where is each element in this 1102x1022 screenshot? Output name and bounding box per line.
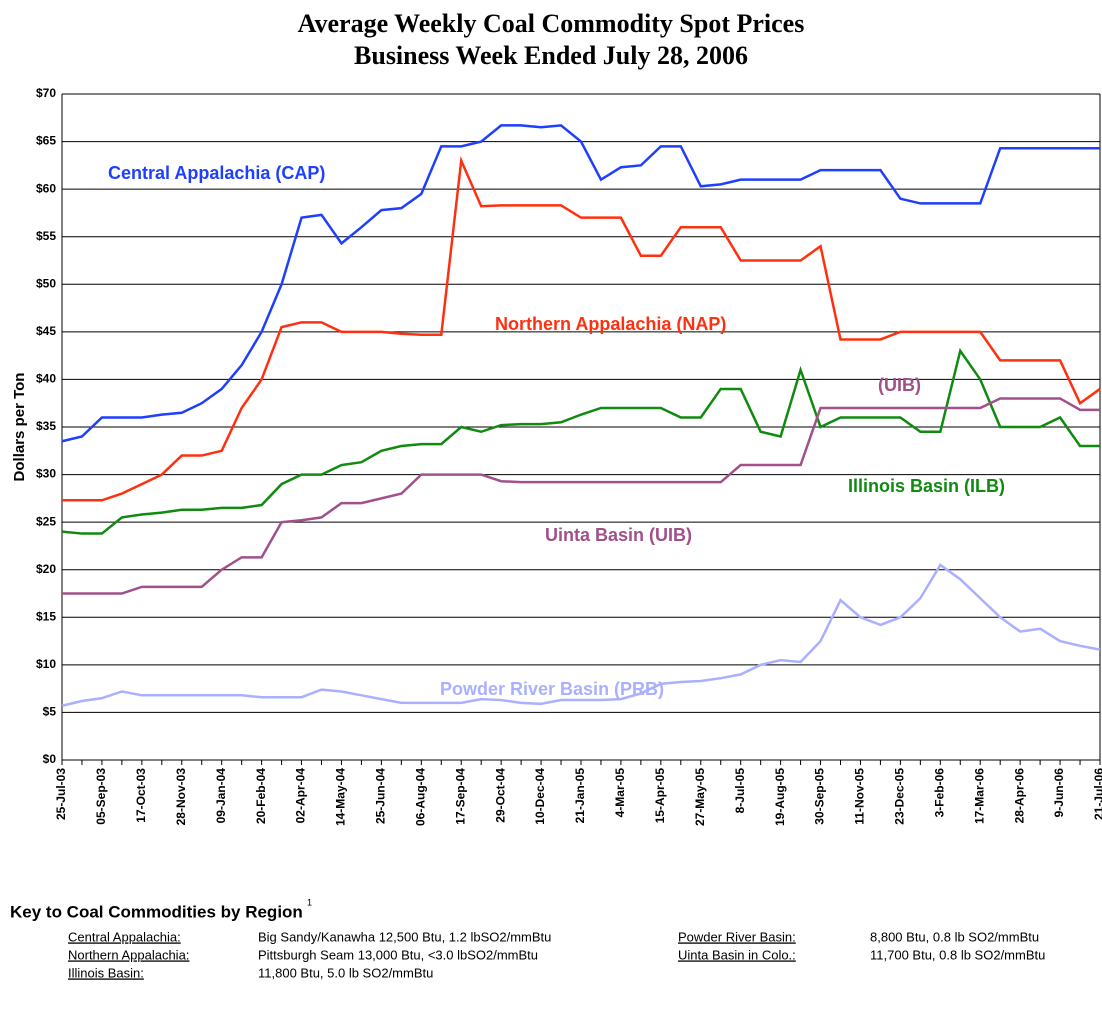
y-tick-label: $60 xyxy=(36,181,56,195)
series-label: Illinois Basin (ILB) xyxy=(848,476,1005,496)
series-line xyxy=(61,347,1100,535)
series-label: Uinta Basin (UIB) xyxy=(545,525,692,545)
y-tick-label: $65 xyxy=(36,134,56,148)
y-tick-label: $55 xyxy=(36,229,56,243)
x-tick-label: 02-Apr-04 xyxy=(294,768,308,824)
series-label: Northern Appalachia (NAP) xyxy=(495,314,726,334)
x-tick-label: 8-Jul-05 xyxy=(733,768,747,814)
x-tick-label: 05-Sep-03 xyxy=(94,768,108,825)
x-tick-label: 06-Aug-04 xyxy=(413,768,427,826)
key-region: Central Appalachia: xyxy=(68,929,181,944)
key-region: Northern Appalachia: xyxy=(68,947,189,962)
x-tick-label: 17-Mar-06 xyxy=(972,768,986,824)
x-tick-label: 11-Nov-05 xyxy=(853,768,867,825)
x-tick-label: 29-Oct-04 xyxy=(493,768,507,823)
y-tick-label: $15 xyxy=(36,609,56,623)
y-axis-label: Dollars per Ton xyxy=(11,373,28,482)
y-tick-label: $35 xyxy=(36,419,56,433)
x-tick-label: 30-Sep-05 xyxy=(813,768,827,825)
x-tick-label: 21-Jul-06 xyxy=(1092,768,1102,820)
series-line xyxy=(61,124,1100,443)
key-region: Illinois Basin: xyxy=(68,965,144,980)
y-tick-label: $0 xyxy=(43,752,57,766)
y-tick-label: $25 xyxy=(36,514,56,528)
series-line xyxy=(62,397,1100,595)
y-tick-label: $5 xyxy=(43,705,57,719)
x-tick-label: 17-Sep-04 xyxy=(453,768,467,825)
y-tick-label: $70 xyxy=(36,86,56,100)
x-tick-label: 10-Dec-04 xyxy=(533,768,547,825)
key-region: Uinta Basin in Colo.: xyxy=(678,947,796,962)
key-spec: Big Sandy/Kanawha 12,500 Btu, 1.2 lbSO2/… xyxy=(258,929,551,944)
x-tick-label: 4-Mar-05 xyxy=(613,768,627,818)
x-tick-label: 27-May-05 xyxy=(693,768,707,826)
chart-title: Average Weekly Coal Commodity Spot Price… xyxy=(298,9,805,38)
y-tick-label: $30 xyxy=(36,467,56,481)
x-tick-label: 3-Feb-06 xyxy=(932,768,946,818)
key-region: Powder River Basin: xyxy=(678,929,796,944)
x-tick-label: 23-Dec-05 xyxy=(893,768,907,825)
x-tick-label: 17-Oct-03 xyxy=(134,768,148,823)
x-tick-label: 21-Jan-05 xyxy=(573,768,587,824)
key-spec: Pittsburgh Seam 13,000 Btu, <3.0 lbSO2/m… xyxy=(258,947,538,962)
x-tick-label: 9-Jun-06 xyxy=(1052,768,1066,818)
annotation: (UIB) xyxy=(878,375,921,395)
series-label: Powder River Basin (PRB) xyxy=(440,679,664,699)
x-tick-label: 20-Feb-04 xyxy=(254,768,268,824)
y-tick-label: $45 xyxy=(36,324,56,338)
x-tick-label: 25-Jul-03 xyxy=(54,768,68,820)
y-tick-label: $40 xyxy=(36,372,56,386)
footnote-marker: 1 xyxy=(307,897,312,907)
y-tick-label: $10 xyxy=(36,657,56,671)
chart-subtitle: Business Week Ended July 28, 2006 xyxy=(354,41,748,70)
x-tick-label: 15-Apr-05 xyxy=(653,768,667,824)
series-line xyxy=(62,155,1101,502)
key-spec: 8,800 Btu, 0.8 lb SO2/mmBtu xyxy=(870,929,1039,944)
x-tick-label: 14-May-04 xyxy=(334,768,348,826)
series-label: Central Appalachia (CAP) xyxy=(108,163,325,183)
x-tick-label: 28-Apr-06 xyxy=(1012,768,1026,824)
key-spec: 11,800 Btu, 5.0 lb SO2/mmBtu xyxy=(258,965,433,980)
x-tick-label: 09-Jan-04 xyxy=(214,768,228,824)
series-line xyxy=(61,563,1101,707)
y-tick-label: $50 xyxy=(36,276,56,290)
x-tick-label: 25-Jun-04 xyxy=(374,768,388,824)
x-tick-label: 19-Aug-05 xyxy=(773,768,787,826)
key-spec: 11,700 Btu, 0.8 lb SO2/mmBtu xyxy=(870,947,1045,962)
x-tick-label: 28-Nov-03 xyxy=(174,768,188,826)
key-title: Key to Coal Commodities by Region xyxy=(10,902,303,921)
y-tick-label: $20 xyxy=(36,562,56,576)
